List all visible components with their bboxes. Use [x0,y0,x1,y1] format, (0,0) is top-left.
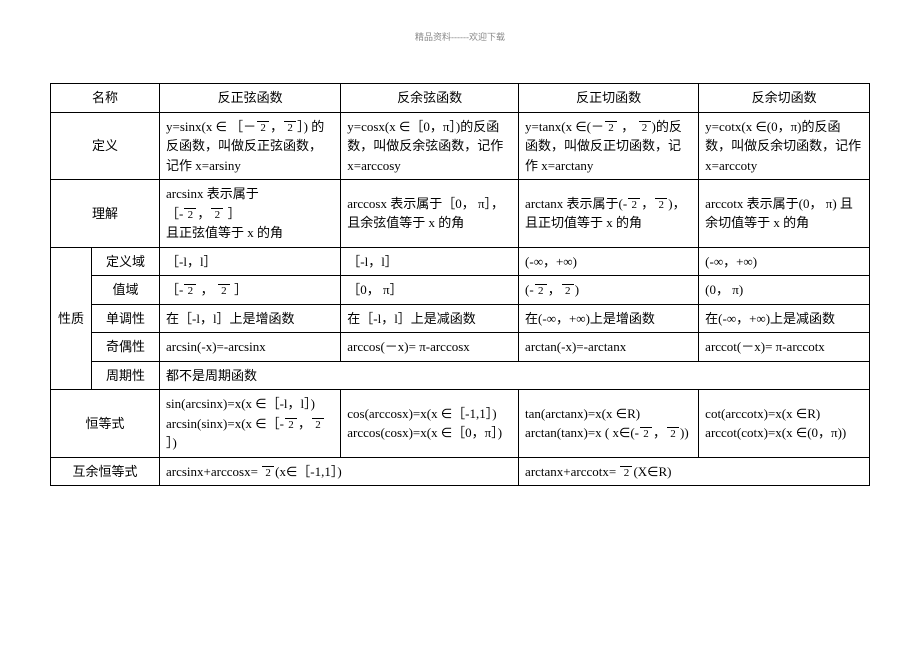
col-arctan: 反正切函数 [519,84,699,113]
parity-row: 奇偶性 arcsin(-x)=-arcsinx arccos(－x)= π-ar… [51,333,870,362]
ident-arctan: tan(arctanx)=x(x ∈R) arctan(tanx)=x ( x∈… [519,390,699,458]
comp-left: arcsinx+arccosx= 2(x∈［-1,1］) [160,457,519,486]
parity-arccos: arccos(－x)= π-arccosx [341,333,519,362]
mono-label: 单调性 [92,304,160,333]
comp-right: arctanx+arccotx= 2(X∈R) [519,457,870,486]
und-arcsin: arcsinx 表示属于 ［- 2， 2 ］ 且正弦值等于 x 的角 [160,180,341,248]
parity-arcsin: arcsin(-x)=-arcsinx [160,333,341,362]
frac-icon: 2 [312,417,324,431]
frac-icon: 2 [218,283,230,297]
frac-icon: 2 [284,120,296,134]
range-arccot: (0， π) [699,276,870,305]
frac-icon: 2 [655,197,667,211]
range-label: 值域 [92,276,160,305]
ident-arccos: cos(arccosx)=x(x ∈［-1,1］) arccos(cosx)=x… [341,390,519,458]
def-arctan: y=tanx(x ∈(－ 2 ， 2)的反函数，叫做反正切函数，记作 x=arc… [519,112,699,180]
frac-icon: 2 [562,283,574,297]
domain-label: 定义域 [92,247,160,276]
def-arccos: y=cosx(x ∈［0，π］)的反函数，叫做反余弦函数，记作 x=arccos… [341,112,519,180]
parity-arctan: arctan(-x)=-arctanx [519,333,699,362]
col-arccos: 反余弦函数 [341,84,519,113]
frac-icon: 2 [605,120,617,134]
frac-icon: 2 [184,283,196,297]
col-arcsin: 反正弦函数 [160,84,341,113]
range-arctan: (- 2， 2) [519,276,699,305]
und-arccot: arccotx 表示属于(0， π) 且余切值等于 x 的角 [699,180,870,248]
und-arctan: arctanx 表示属于(- 2， 2)，且正切值等于 x 的角 [519,180,699,248]
def-arcsin: y=sinx(x ∈ ［－ 2， 2］) 的反函数，叫做反正弦函数，记作 x=a… [160,112,341,180]
frac-icon: 2 [262,465,274,479]
frac-icon: 2 [184,207,196,221]
mono-arcsin: 在［-l，l］上是增函数 [160,304,341,333]
frac-icon: 2 [628,197,640,211]
frac-icon: 2 [211,207,223,221]
complement-row: 互余恒等式 arcsinx+arccosx= 2(x∈［-1,1］) arcta… [51,457,870,486]
periodicity-row: 周期性 都不是周期函数 [51,361,870,390]
domain-arccos: ［-l，l］ [341,247,519,276]
col-arccot: 反余切函数 [699,84,870,113]
frac-icon: 2 [640,426,652,440]
header-row: 名称 反正弦函数 反余弦函数 反正切函数 反余切函数 [51,84,870,113]
domain-arctan: (-∞，+∞) [519,247,699,276]
mono-arccot: 在(-∞，+∞)上是减函数 [699,304,870,333]
monotonicity-row: 单调性 在［-l，l］上是增函数 在［-l，l］上是减函数 在(-∞，+∞)上是… [51,304,870,333]
properties-label: 性质 [51,247,92,390]
range-arccos: ［0， π］ [341,276,519,305]
identity-row: 恒等式 sin(arcsinx)=x(x ∈［-l，l］) arcsin(sin… [51,390,870,458]
definition-row: 定义 y=sinx(x ∈ ［－ 2， 2］) 的反函数，叫做反正弦函数，记作 … [51,112,870,180]
inverse-trig-table: 名称 反正弦函数 反余弦函数 反正切函数 反余切函数 定义 y=sinx(x ∈… [50,83,870,486]
ident-arccot: cot(arccotx)=x(x ∈R) arccot(cotx)=x(x ∈(… [699,390,870,458]
domain-arcsin: ［-l，l］ [160,247,341,276]
mono-arctan: 在(-∞，+∞)上是增函数 [519,304,699,333]
period-label: 周期性 [92,361,160,390]
und-arccos: arccosx 表示属于［0， π］，且余弦值等于 x 的角 [341,180,519,248]
parity-arccot: arccot(－x)= π-arccotx [699,333,870,362]
complement-label: 互余恒等式 [51,457,160,486]
frac-icon: 2 [535,283,547,297]
definition-label: 定义 [51,112,160,180]
parity-label: 奇偶性 [92,333,160,362]
identity-label: 恒等式 [51,390,160,458]
def-arccot: y=cotx(x ∈(0，π)的反函数，叫做反余切函数，记作 x=arccoty [699,112,870,180]
range-row: 值域 ［- 2 ， 2 ］ ［0， π］ (- 2， 2) (0， π) [51,276,870,305]
frac-icon: 2 [667,426,679,440]
understanding-row: 理解 arcsinx 表示属于 ［- 2， 2 ］ 且正弦值等于 x 的角 ar… [51,180,870,248]
domain-row: 性质 定义域 ［-l，l］ ［-l，l］ (-∞，+∞) (-∞，+∞) [51,247,870,276]
frac-icon: 2 [257,120,269,134]
frac-icon: 2 [620,465,632,479]
period-text: 都不是周期函数 [160,361,870,390]
range-arcsin: ［- 2 ， 2 ］ [160,276,341,305]
frac-icon: 2 [285,417,297,431]
understanding-label: 理解 [51,180,160,248]
page-header: 精品资料------欢迎下载 [50,30,870,43]
col-name: 名称 [51,84,160,113]
mono-arccos: 在［-l，l］上是减函数 [341,304,519,333]
frac-icon: 2 [639,120,651,134]
domain-arccot: (-∞，+∞) [699,247,870,276]
ident-arcsin: sin(arcsinx)=x(x ∈［-l，l］) arcsin(sinx)=x… [160,390,341,458]
